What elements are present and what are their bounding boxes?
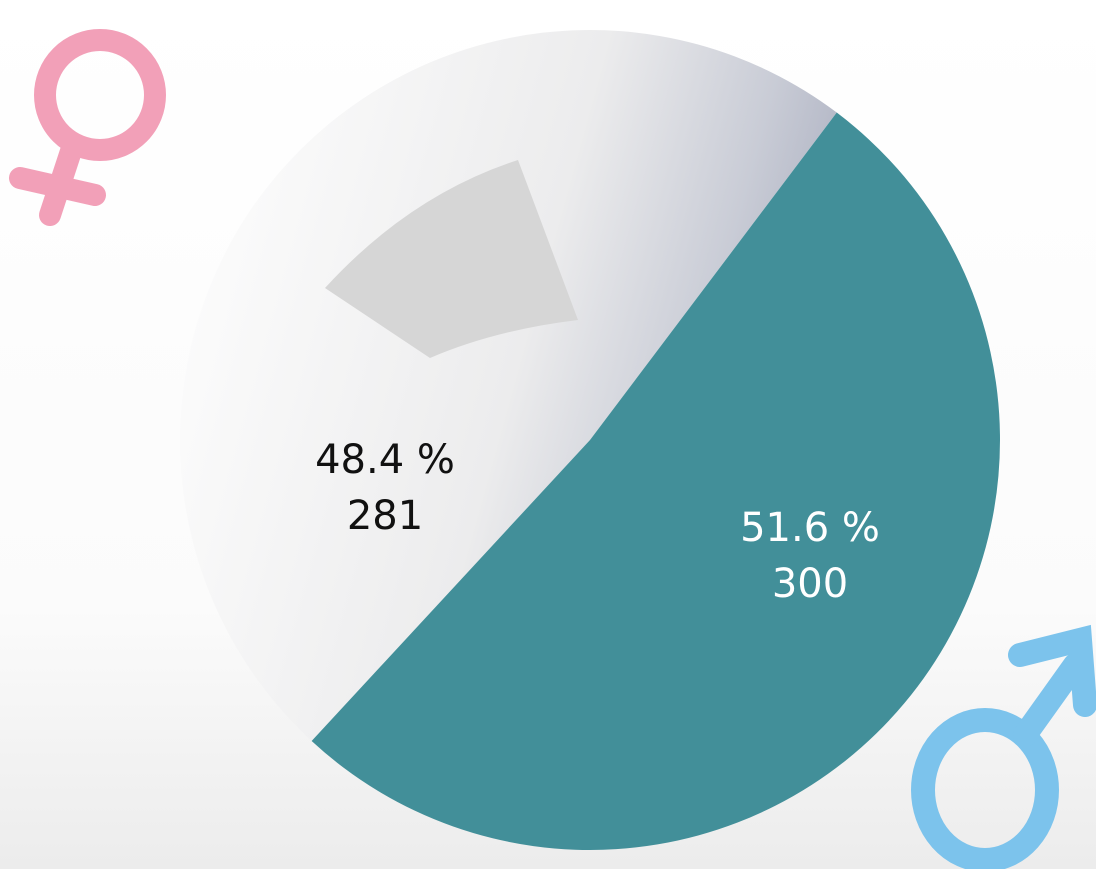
- value-label: 51.6 %: [740, 505, 880, 551]
- slice: [311, 112, 1001, 851]
- value-label: 48.4 %: [315, 437, 455, 483]
- labels: 48.4 % 281 51.6 % 300: [315, 437, 880, 607]
- pie: [180, 30, 1001, 851]
- female-icon: [9, 29, 166, 226]
- count-label: 300: [772, 561, 848, 607]
- decoration: [325, 160, 578, 358]
- slice: [180, 30, 837, 742]
- count-label: 281: [347, 493, 423, 539]
- male-icon: [911, 624, 1096, 869]
